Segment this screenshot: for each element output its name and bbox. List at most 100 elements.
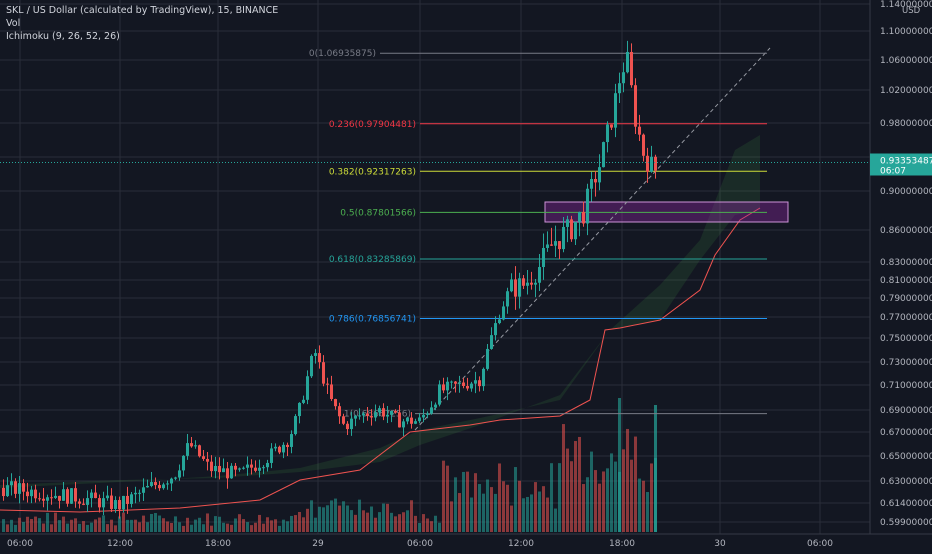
volume-bar	[246, 522, 249, 532]
volume-bar	[470, 497, 473, 532]
volume-bar	[198, 517, 201, 532]
candle-body	[534, 282, 537, 285]
volume-bar	[202, 524, 205, 532]
candle-body	[370, 416, 373, 418]
volume-bar	[326, 505, 329, 532]
candle-body	[614, 93, 617, 128]
price-tick-label: 0.98000000	[880, 119, 932, 129]
candle-body	[362, 413, 365, 416]
legend-vol: Vol	[6, 18, 21, 29]
volume-bar	[42, 523, 45, 532]
price-tick-label: 0.86000000	[880, 226, 932, 236]
candle-body	[342, 416, 345, 424]
candle-body	[234, 465, 237, 470]
price-tick-label: 0.75000000	[880, 334, 932, 344]
time-tick-label: 30	[714, 539, 726, 549]
candle-body	[522, 278, 525, 286]
candle-body	[10, 481, 13, 486]
candle-body	[566, 219, 569, 227]
candle-body	[322, 362, 325, 384]
candle-body	[58, 495, 61, 501]
candle-body	[314, 353, 317, 356]
legend-ichimoku: Ichimoku (9, 26, 52, 26)	[6, 31, 120, 42]
volume-bar	[354, 514, 357, 532]
candle-body	[646, 155, 649, 172]
volume-bar	[146, 522, 149, 532]
volume-bar	[430, 521, 433, 532]
candle-body	[222, 468, 225, 473]
candle-body	[422, 414, 425, 418]
candle-body	[406, 417, 409, 422]
candle-body	[274, 446, 277, 449]
fib-trend-line	[414, 47, 771, 431]
time-tick-label: 12:00	[107, 539, 133, 549]
volume-bar	[638, 478, 641, 532]
candle-body	[538, 267, 541, 283]
price-tick-label: 1.06000000	[880, 56, 932, 66]
candle-body	[574, 221, 577, 240]
volume-bar	[534, 482, 537, 532]
volume-bar	[490, 487, 493, 532]
volume-bar	[134, 519, 137, 532]
volume-bar	[370, 506, 373, 532]
candle-body	[70, 488, 73, 504]
volume-bar	[398, 514, 401, 532]
volume-bar	[90, 522, 93, 532]
volume-bar	[422, 514, 425, 532]
candle-body	[74, 488, 77, 502]
candle-body	[442, 384, 445, 391]
candle-body	[254, 467, 257, 471]
time-tick-label: 18:00	[205, 539, 231, 549]
volume-bar	[502, 481, 505, 532]
candle-body	[250, 464, 253, 468]
candle-body	[262, 467, 265, 469]
volume-bar	[486, 479, 489, 532]
candle-body	[18, 483, 21, 494]
volume-bar	[598, 483, 601, 532]
candle-body	[394, 410, 397, 413]
volume-bar	[130, 519, 133, 532]
price-tick-label: 0.71000000	[880, 381, 932, 391]
volume-bar	[30, 519, 33, 532]
volume-bar	[318, 506, 321, 532]
candle-body	[598, 167, 601, 183]
candle-body	[602, 142, 605, 168]
candle-body	[374, 412, 377, 418]
baseline-line	[0, 207, 761, 513]
candle-body	[454, 381, 457, 384]
candle-body	[2, 487, 5, 497]
candle-body	[478, 380, 481, 387]
volume-bar	[178, 522, 181, 532]
volume-bar	[286, 521, 289, 532]
volume-bar	[234, 518, 237, 532]
candle-body	[366, 413, 369, 417]
candle-body	[122, 495, 125, 510]
candle-body	[570, 219, 573, 240]
candle-body	[626, 51, 629, 73]
volume-bar	[518, 480, 521, 532]
chart-legend: SKL / US Dollar (calculated by TradingVi…	[6, 4, 278, 43]
volume-bar	[542, 486, 545, 532]
fib-level-label: 0.382(0.92317263)	[329, 167, 416, 177]
volume-bar	[266, 517, 269, 532]
volume-bar	[294, 515, 297, 532]
candle-body	[110, 495, 113, 509]
candle-body	[34, 489, 37, 499]
volume-bar	[238, 514, 241, 532]
candle-body	[278, 446, 281, 453]
volume-bar	[438, 522, 441, 532]
candle-body	[650, 156, 653, 172]
volume-bar	[78, 523, 81, 532]
candle-body	[306, 376, 309, 400]
volume-bar	[282, 519, 285, 532]
volume-bar	[222, 522, 225, 532]
volume-bar	[22, 522, 25, 532]
candle-body	[270, 448, 273, 463]
candle-body	[30, 489, 33, 497]
candle-body	[46, 497, 49, 501]
volume-bar	[526, 496, 529, 532]
volume-bar	[478, 484, 481, 532]
volume-bars	[2, 398, 657, 532]
